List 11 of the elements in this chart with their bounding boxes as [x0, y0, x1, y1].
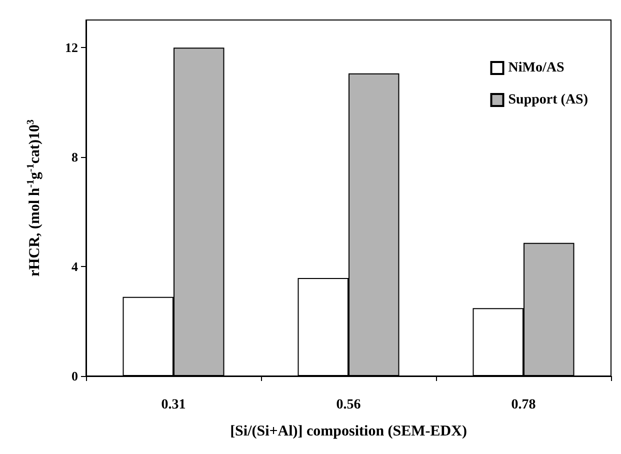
x-tick-label: 0.31	[161, 398, 186, 412]
x-tick-label: 0.78	[511, 398, 536, 412]
y-tick-label: 12	[65, 40, 78, 55]
legend-label: NiMo/AS	[508, 60, 564, 76]
y-axis-title: rHCR, (mol h-1g-1cat)103	[26, 119, 43, 277]
x-tick-label: 0.56	[336, 398, 361, 412]
y-tick-label: 0	[72, 368, 78, 384]
x-axis-title: [Si/(Si+Al)] composition (SEM-EDX)	[230, 424, 467, 440]
legend-label: Support (AS)	[508, 92, 588, 108]
y-tick-label: 4	[72, 258, 78, 274]
y-tick-label: 8	[72, 149, 78, 164]
